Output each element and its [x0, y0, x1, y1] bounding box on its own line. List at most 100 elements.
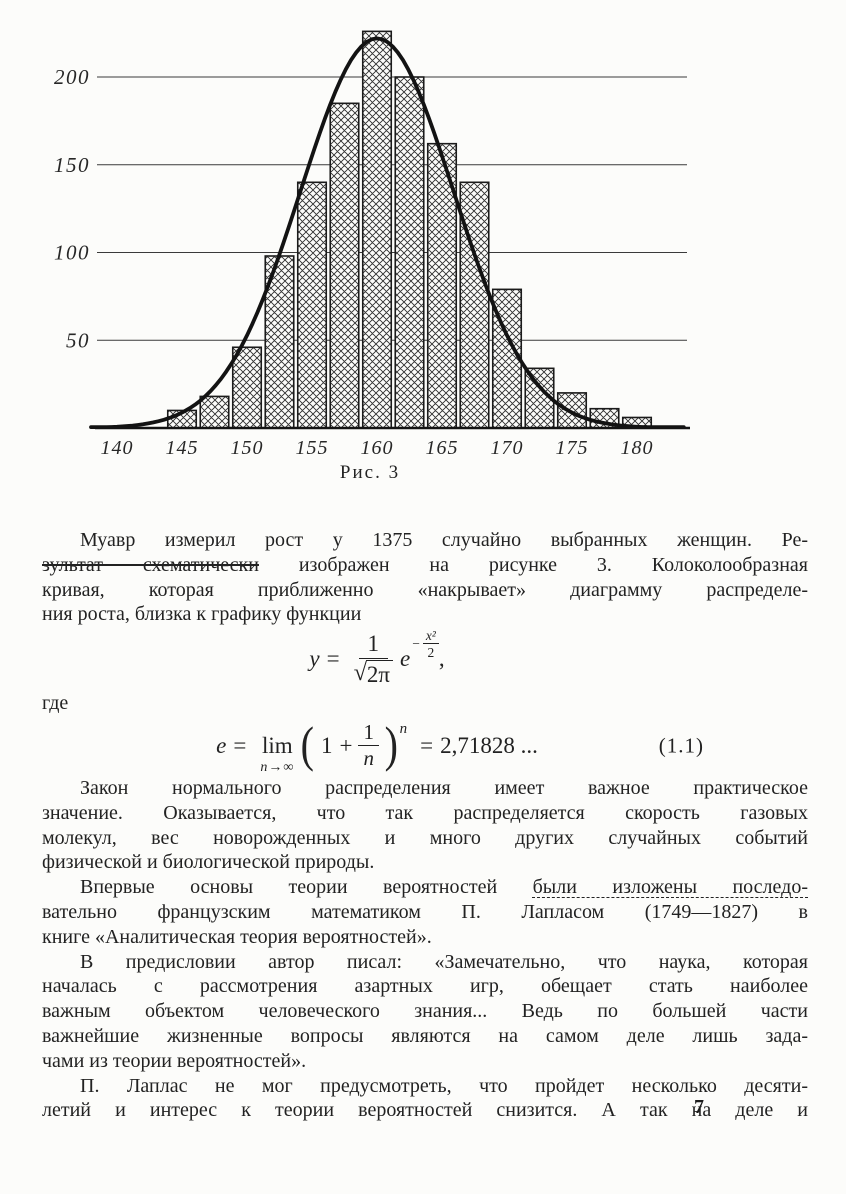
text-line: Муавр измерил рост у 1375 случайно выбра…	[42, 528, 808, 553]
fraction-numerator: 1	[358, 631, 389, 659]
equals-sign: =	[233, 733, 247, 759]
bell-curve	[89, 36, 686, 429]
minus-sign: −	[412, 636, 420, 652]
formula-normal-density: y = 1 √ 2π e − x² 2 ,	[42, 627, 808, 691]
text-line: физической и биологической природы.	[42, 850, 808, 875]
text-segment: важным объектом человеческого знания... …	[42, 1000, 808, 1023]
histogram-bar	[394, 76, 425, 429]
x-axis-tick-label: 160	[361, 437, 394, 458]
text-segment: изображен на рисунке 3. Колоколообразная	[258, 553, 808, 576]
y-axis-tick-label: 100	[54, 241, 90, 265]
text-segment: ния роста, близка к графику функции	[42, 603, 362, 626]
fraction-denominator: n	[363, 746, 374, 771]
x-axis-tick-label: 170	[491, 437, 524, 458]
fraction-denominator: √ 2π	[354, 659, 393, 687]
paragraph: В предисловии автор писал: «Замечательно…	[42, 950, 808, 1074]
bars-group	[166, 30, 653, 429]
y-axis-tick-label: 50	[66, 328, 90, 352]
plus-sign: +	[339, 733, 353, 759]
text-segment: значение. Оказывается, что так распредел…	[42, 801, 808, 824]
text-segment: вательно французским математиком П. Лапл…	[42, 900, 808, 923]
radical-sign: √	[353, 658, 367, 686]
lim-text: lim	[262, 733, 293, 759]
x-axis-tick-label: 140	[101, 437, 134, 458]
equals-sign: =	[326, 646, 340, 672]
y-axis-tick-label: 200	[54, 65, 90, 89]
histogram-bar	[231, 346, 263, 429]
marked-text: зультат схематически	[42, 553, 259, 576]
text-segment: чами из теории вероятностей».	[42, 1049, 307, 1072]
text-segment: физической и биологической природы.	[42, 851, 375, 874]
radicand: 2π	[365, 659, 393, 687]
text-line: В предисловии автор писал: «Замечательно…	[42, 950, 808, 975]
comma: ,	[438, 646, 445, 672]
text-segment: важнейшие жизненные вопросы являются на …	[42, 1024, 808, 1047]
text-column: Муавр измерил рост у 1375 случайно выбра…	[42, 528, 808, 1123]
text-line: зультат схематически изображен на рисунк…	[42, 553, 808, 578]
fraction-numerator: 1	[358, 721, 379, 747]
fraction: 1 n	[358, 721, 379, 770]
equation-number: (1.1)	[658, 733, 704, 758]
exponent: − x² 2	[412, 628, 439, 661]
text-segment: Впервые основы теории вероятностей	[80, 876, 533, 899]
histogram-bar	[361, 30, 393, 429]
formula-lhs: e	[216, 733, 227, 759]
paragraph: Закон нормального распределения имеет ва…	[42, 776, 808, 875]
paragraph: П. Лаплас не мог предусмотреть, что прой…	[42, 1074, 808, 1124]
text-line: книге «Аналитическая теория вероятностей…	[42, 925, 808, 950]
text-segment: молекул, вес новорожденных и много други…	[42, 826, 808, 849]
paragraph: Впервые основы теории вероятностей были …	[42, 875, 808, 949]
x-axis-tick-label: 175	[556, 437, 589, 458]
equals-sign: =	[420, 733, 434, 759]
e-value: 2,71828 ...	[440, 733, 538, 759]
euler-e: e	[399, 646, 411, 672]
mini-numerator: x²	[422, 628, 439, 645]
text-line: летий и интерес к теории вероятностей сн…	[42, 1098, 808, 1123]
histogram-svg: 50 100 150 200 140 145 150 155 160 165 170 175 180	[54, 30, 690, 459]
text-line: ния роста, близка к графику функции	[42, 602, 808, 627]
text-segment: П. Лаплас не мог предусмотреть, что прой…	[80, 1074, 808, 1097]
text-line: молекул, вес новорожденных и много други…	[42, 826, 808, 851]
histogram-bar	[199, 395, 230, 429]
y-axis-tick-label: 150	[54, 153, 90, 177]
text-line: значение. Оказывается, что так распредел…	[42, 801, 808, 826]
text-line: вательно французским математиком П. Лапл…	[42, 900, 808, 925]
marked-text: были изложены последо-	[532, 876, 808, 899]
mini-denominator: 2	[427, 645, 435, 661]
figure-caption: Рис. 3	[339, 462, 401, 483]
x-axis-tick-label: 165	[426, 437, 459, 458]
formula-e-limit: e = lim n→∞ ( 1 + 1 n ) n = 2,71828 ... …	[42, 716, 808, 776]
histogram-bar	[329, 102, 360, 429]
histogram-bar	[459, 181, 490, 429]
text-segment: Закон нормального распределения имеет ва…	[80, 776, 808, 799]
text-segment: Муавр измерил рост у 1375 случайно выбра…	[80, 529, 808, 551]
formula-body: e = lim n→∞ ( 1 + 1 n ) n = 2,71828 ...	[216, 715, 538, 776]
text-line: П. Лаплас не мог предусмотреть, что прой…	[42, 1074, 808, 1099]
paragraph: Муавр измерил рост у 1375 случайно выбра…	[42, 528, 808, 627]
formula-body: y = 1 √ 2π e − x² 2 ,	[309, 628, 445, 687]
x-axis-tick-label: 155	[296, 437, 329, 458]
figure-3-histogram: 50 100 150 200 140 145 150 155 160 165 170 175 180	[40, 8, 700, 459]
text-line: Закон нормального распределения имеет ва…	[42, 776, 808, 801]
one: 1	[320, 733, 333, 759]
histogram-bar	[296, 181, 328, 429]
power-exponent: n	[399, 720, 408, 737]
text-line: началась с рассмотрения азартных игр, об…	[42, 974, 808, 999]
curve-axis-group: 140 145 150 155 160 165 170 175 180	[89, 36, 690, 459]
page-number: 7	[694, 1096, 704, 1118]
text-line: кривая, которая приближенно «накрывает» …	[42, 578, 808, 603]
text-line: чами из теории вероятностей».	[42, 1049, 808, 1074]
text-line: важным объектом человеческого знания... …	[42, 999, 808, 1024]
where-label: где	[42, 692, 69, 715]
text-segment: кривая, которая приближенно «накрывает» …	[42, 578, 808, 601]
text-segment: книге «Аналитическая теория вероятностей…	[42, 925, 432, 948]
formula-lhs: y	[309, 646, 320, 672]
text-segment: В предисловии автор писал: «Замечательно…	[80, 950, 808, 973]
text-segment: началась с рассмотрения азартных игр, об…	[42, 975, 808, 998]
text-line: важнейшие жизненные вопросы являются на …	[42, 1024, 808, 1049]
text-line: Впервые основы теории вероятностей были …	[42, 875, 808, 900]
x-axis-tick-label: 180	[621, 437, 654, 458]
limit-operator: lim n→∞	[260, 734, 294, 775]
mini-fraction: x² 2	[422, 628, 439, 661]
